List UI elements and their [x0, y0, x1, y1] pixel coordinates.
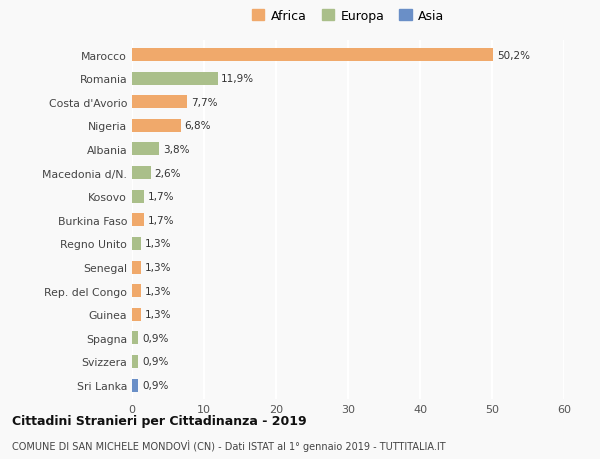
Bar — [132, 120, 181, 133]
Legend: Africa, Europa, Asia: Africa, Europa, Asia — [247, 5, 449, 28]
Text: 1,7%: 1,7% — [148, 192, 175, 202]
Bar — [132, 379, 139, 392]
Bar — [132, 355, 139, 368]
Bar — [132, 285, 142, 297]
Bar — [132, 261, 142, 274]
Text: 1,7%: 1,7% — [148, 215, 175, 225]
Bar — [132, 73, 218, 85]
Text: 0,9%: 0,9% — [142, 380, 169, 390]
Bar — [132, 190, 144, 203]
Bar — [132, 143, 160, 156]
Text: COMUNE DI SAN MICHELE MONDOVÌ (CN) - Dati ISTAT al 1° gennaio 2019 - TUTTITALIA.: COMUNE DI SAN MICHELE MONDOVÌ (CN) - Dat… — [12, 439, 446, 451]
Text: 1,3%: 1,3% — [145, 309, 172, 319]
Bar — [132, 331, 139, 345]
Text: 1,3%: 1,3% — [145, 263, 172, 273]
Text: 6,8%: 6,8% — [185, 121, 211, 131]
Text: 0,9%: 0,9% — [142, 357, 169, 367]
Text: 11,9%: 11,9% — [221, 74, 254, 84]
Bar — [132, 167, 151, 179]
Text: 1,3%: 1,3% — [145, 239, 172, 249]
Text: Cittadini Stranieri per Cittadinanza - 2019: Cittadini Stranieri per Cittadinanza - 2… — [12, 414, 307, 428]
Bar — [132, 96, 187, 109]
Bar — [132, 214, 144, 227]
Text: 1,3%: 1,3% — [145, 286, 172, 296]
Bar — [132, 237, 142, 250]
Bar — [132, 49, 493, 62]
Text: 50,2%: 50,2% — [497, 50, 530, 61]
Text: 3,8%: 3,8% — [163, 145, 190, 155]
Text: 0,9%: 0,9% — [142, 333, 169, 343]
Text: 7,7%: 7,7% — [191, 98, 218, 107]
Bar — [132, 308, 142, 321]
Text: 2,6%: 2,6% — [154, 168, 181, 178]
